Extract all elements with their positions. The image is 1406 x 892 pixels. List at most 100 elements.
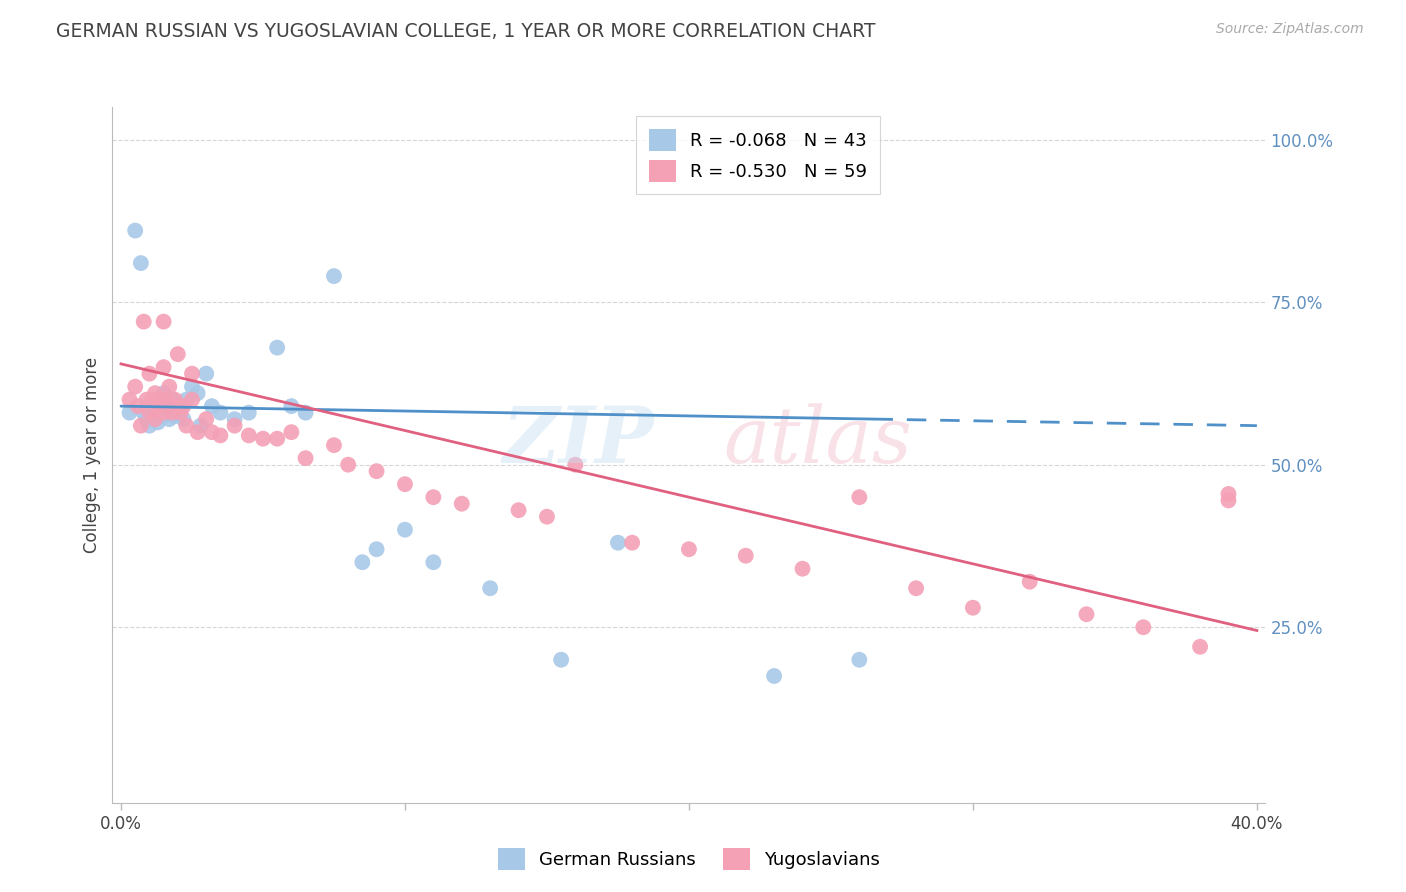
Point: [118, 392, 141, 407]
Point: [1018, 574, 1040, 589]
Point: [124, 379, 146, 393]
Point: [141, 392, 163, 407]
Point: [129, 418, 152, 433]
Point: [143, 386, 166, 401]
Point: [224, 418, 246, 433]
Point: [172, 399, 194, 413]
Point: [143, 412, 166, 426]
Point: [848, 490, 870, 504]
Point: [157, 379, 180, 393]
Point: [678, 542, 700, 557]
Point: [152, 315, 174, 329]
Point: [266, 432, 288, 446]
Point: [366, 542, 388, 557]
Point: [195, 367, 218, 381]
Point: [905, 581, 928, 595]
Point: [152, 386, 174, 401]
Point: [138, 406, 160, 420]
Point: [352, 555, 374, 569]
Point: [138, 406, 160, 420]
Point: [166, 347, 188, 361]
Point: [149, 406, 172, 420]
Point: [157, 412, 180, 426]
Point: [155, 392, 177, 407]
Point: [187, 425, 209, 439]
Point: [172, 412, 194, 426]
Text: GERMAN RUSSIAN VS YUGOSLAVIAN COLLEGE, 1 YEAR OR MORE CORRELATION CHART: GERMAN RUSSIAN VS YUGOSLAVIAN COLLEGE, 1…: [56, 22, 876, 41]
Point: [135, 412, 157, 426]
Point: [280, 425, 302, 439]
Point: [146, 399, 169, 413]
Y-axis label: College, 1 year or more: College, 1 year or more: [83, 357, 101, 553]
Point: [118, 406, 141, 420]
Point: [163, 409, 186, 423]
Point: [1132, 620, 1154, 634]
Text: ZIP: ZIP: [503, 403, 654, 479]
Point: [127, 399, 149, 413]
Point: [176, 418, 198, 433]
Point: [323, 438, 346, 452]
Point: [224, 412, 246, 426]
Point: [508, 503, 530, 517]
Point: [160, 392, 183, 407]
Point: [266, 341, 288, 355]
Point: [129, 256, 152, 270]
Point: [181, 379, 204, 393]
Point: [479, 581, 502, 595]
Point: [1218, 493, 1240, 508]
Point: [209, 406, 232, 420]
Point: [209, 428, 232, 442]
Point: [422, 490, 444, 504]
Point: [337, 458, 360, 472]
Point: [394, 523, 416, 537]
Point: [1218, 487, 1240, 501]
Point: [238, 428, 260, 442]
Point: [152, 360, 174, 375]
Legend: German Russians, Yugoslavians: German Russians, Yugoslavians: [491, 841, 887, 877]
Point: [152, 406, 174, 420]
Point: [294, 406, 316, 420]
Point: [132, 315, 155, 329]
Point: [166, 399, 188, 413]
Point: [166, 406, 188, 420]
Point: [238, 406, 260, 420]
Point: [169, 399, 191, 413]
Point: [155, 399, 177, 413]
Point: [607, 535, 630, 549]
Point: [138, 418, 160, 433]
Point: [135, 392, 157, 407]
Point: [163, 392, 186, 407]
Point: [181, 367, 204, 381]
Point: [792, 562, 814, 576]
Point: [763, 669, 786, 683]
Point: [201, 425, 224, 439]
Point: [187, 386, 209, 401]
Point: [252, 432, 274, 446]
Point: [734, 549, 756, 563]
Point: [146, 416, 169, 430]
Point: [1076, 607, 1098, 622]
Point: [124, 224, 146, 238]
Point: [536, 509, 558, 524]
Point: [138, 367, 160, 381]
Point: [394, 477, 416, 491]
Point: [564, 458, 586, 472]
Point: [169, 406, 191, 420]
Point: [366, 464, 388, 478]
Point: [201, 399, 224, 413]
Text: Source: ZipAtlas.com: Source: ZipAtlas.com: [1216, 22, 1364, 37]
Point: [152, 409, 174, 423]
Point: [621, 535, 644, 549]
Point: [294, 451, 316, 466]
Point: [176, 392, 198, 407]
Point: [141, 412, 163, 426]
Point: [962, 600, 984, 615]
Point: [195, 412, 218, 426]
Point: [550, 653, 572, 667]
Point: [181, 392, 204, 407]
Point: [848, 653, 870, 667]
Point: [280, 399, 302, 413]
Point: [143, 409, 166, 423]
Point: [160, 406, 183, 420]
Point: [422, 555, 444, 569]
